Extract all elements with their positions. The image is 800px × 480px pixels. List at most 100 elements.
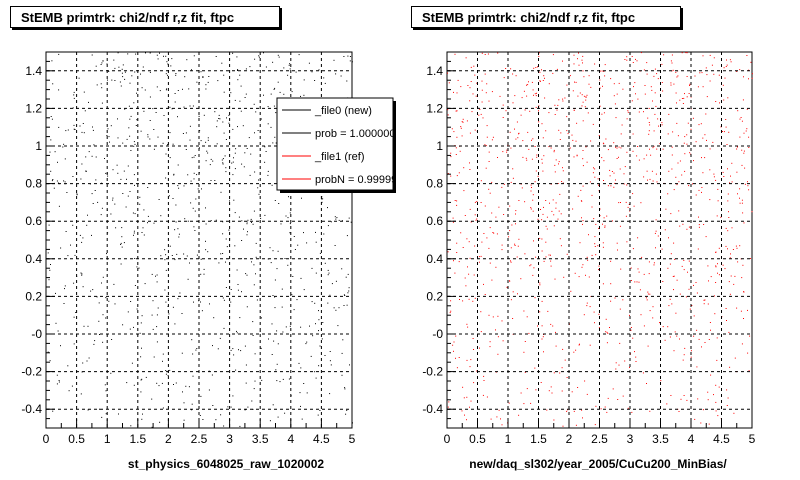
data-point <box>533 267 535 269</box>
data-point <box>604 75 606 77</box>
y-tick-label: 1 <box>436 139 443 153</box>
data-point <box>555 345 557 347</box>
data-point <box>501 249 503 251</box>
data-point <box>133 230 135 232</box>
data-point <box>616 158 618 159</box>
data-point <box>545 241 547 243</box>
data-point <box>582 70 584 72</box>
data-point <box>140 391 142 393</box>
data-point <box>495 216 497 218</box>
data-point <box>120 263 122 265</box>
data-point <box>672 131 674 133</box>
data-point <box>582 264 584 266</box>
data-point <box>349 56 351 57</box>
data-point <box>222 221 224 223</box>
data-point <box>225 238 227 240</box>
data-point <box>530 207 532 209</box>
data-point <box>574 81 575 83</box>
data-point <box>701 187 703 188</box>
data-point <box>222 297 224 299</box>
data-point <box>57 330 59 332</box>
data-point <box>208 389 210 391</box>
data-point <box>452 217 454 219</box>
data-point <box>601 113 603 115</box>
data-point <box>594 424 596 426</box>
data-point <box>274 279 276 281</box>
data-point <box>86 224 88 226</box>
data-point <box>246 148 248 149</box>
data-point <box>236 269 238 271</box>
data-point <box>277 343 279 345</box>
data-point <box>193 156 195 158</box>
data-point <box>533 94 534 96</box>
data-point <box>707 391 709 393</box>
data-point <box>157 307 159 309</box>
data-point <box>272 295 274 296</box>
data-point <box>139 196 141 198</box>
data-point <box>140 322 142 324</box>
data-point <box>537 175 539 177</box>
data-point <box>130 150 132 151</box>
data-point <box>156 281 158 283</box>
data-point <box>282 378 284 380</box>
data-point <box>253 388 255 390</box>
data-point <box>276 363 278 365</box>
data-point <box>702 55 704 57</box>
data-point <box>656 73 658 75</box>
data-point <box>562 170 564 172</box>
data-point <box>93 144 95 146</box>
data-point <box>538 55 540 57</box>
data-point <box>232 128 234 130</box>
data-point <box>125 206 127 208</box>
data-point <box>469 162 470 164</box>
data-point <box>274 136 276 138</box>
data-point <box>698 226 700 228</box>
data-point <box>155 275 156 277</box>
data-point <box>705 113 707 115</box>
data-point <box>632 133 634 135</box>
data-point <box>708 339 710 340</box>
data-point <box>347 292 349 294</box>
data-point <box>166 88 168 90</box>
data-point <box>191 409 193 411</box>
data-point <box>685 296 687 298</box>
data-point <box>179 292 181 294</box>
data-point <box>147 187 149 188</box>
data-point <box>53 187 55 189</box>
data-point <box>311 267 313 269</box>
data-point <box>456 204 458 206</box>
data-point <box>748 189 750 191</box>
data-point <box>253 210 255 212</box>
data-point <box>695 282 697 283</box>
data-point <box>101 282 102 284</box>
data-point <box>613 172 615 174</box>
data-point <box>124 108 126 110</box>
data-point <box>506 149 508 151</box>
data-point <box>186 59 188 61</box>
data-point <box>468 298 470 300</box>
data-point <box>681 52 683 54</box>
data-point <box>505 110 507 112</box>
data-point <box>488 100 490 102</box>
data-point <box>329 294 331 296</box>
data-point <box>268 338 269 340</box>
data-point <box>550 260 552 262</box>
data-point <box>265 66 267 68</box>
data-point <box>476 82 478 84</box>
data-point <box>254 353 256 355</box>
data-point <box>670 395 672 396</box>
data-point <box>688 185 690 187</box>
data-point <box>686 96 688 98</box>
data-point <box>175 221 177 223</box>
data-point <box>709 148 711 150</box>
data-point <box>537 325 538 327</box>
data-point <box>315 323 316 325</box>
data-point <box>190 180 192 182</box>
data-point <box>645 297 647 299</box>
data-point <box>264 161 266 163</box>
data-point <box>571 134 573 136</box>
data-point <box>594 246 596 247</box>
data-point <box>100 83 102 85</box>
data-point <box>82 123 84 124</box>
